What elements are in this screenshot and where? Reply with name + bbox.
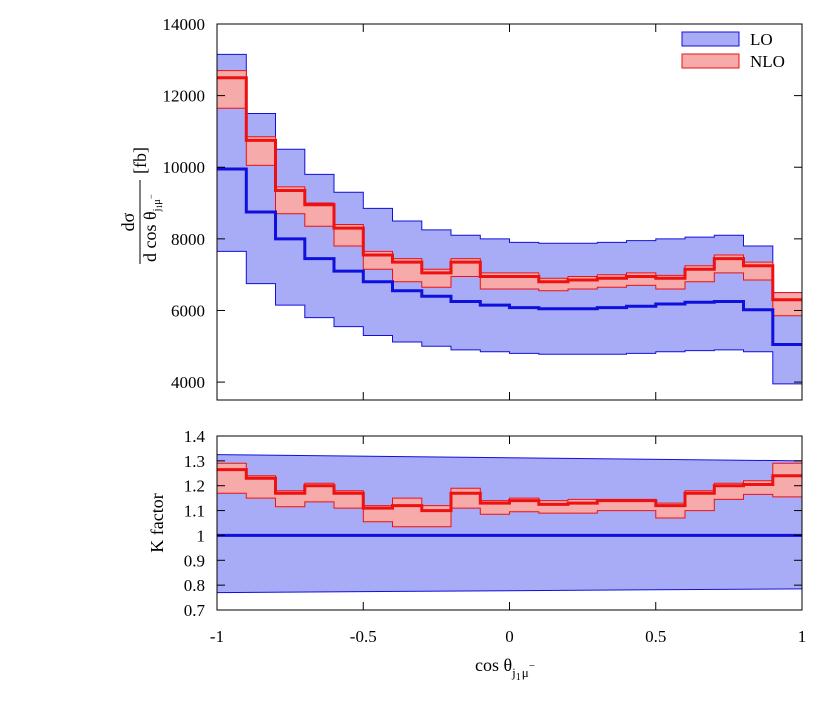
main-ytick-label: 4000 xyxy=(171,373,205,392)
legend-label-nlo: NLO xyxy=(750,52,785,71)
legend: LO NLO xyxy=(681,30,785,71)
xlabel-subscript-1: 1 xyxy=(516,672,521,683)
ratio-ytick-label: 1.4 xyxy=(184,427,206,446)
main-nlo-upper-line xyxy=(217,70,802,294)
ratio-panel: 0.7 0.8 0.9 1 1.1 1.2 1.3 1.4 -1 -0.5 0 0.5 1 xyxy=(184,427,807,646)
main-nlo-lower-line xyxy=(217,107,802,317)
ratio-lo-upper-line xyxy=(216,454,803,462)
xlabel-subscript-mu: μ xyxy=(522,665,529,680)
main-ylabel: dσ d cos θj1μ− [fb] xyxy=(118,147,164,264)
main-panel: 4000 6000 8000 10000 12000 14000 LO NLO xyxy=(163,15,803,401)
main-lo-band xyxy=(217,54,802,384)
ratio-ytick-label: 0.9 xyxy=(184,551,205,570)
ratio-ytick-label: 1.1 xyxy=(184,502,205,521)
ratio-xtick-label: 0 xyxy=(505,627,514,646)
ylabel-den-sup-minus: − xyxy=(146,194,156,199)
ratio-ytick-label: 0.8 xyxy=(184,576,205,595)
ylabel-numerator: dσ xyxy=(118,212,138,231)
ylabel-den-base: d cos θ xyxy=(140,211,160,262)
xlabel-base: cos θ xyxy=(475,655,512,675)
legend-swatch-lo xyxy=(681,31,740,47)
main-lo-central-line xyxy=(217,167,802,346)
ratio-nlo-upper-line xyxy=(217,462,802,507)
xlabel-subscript-j: j xyxy=(511,665,516,680)
main-lo-lower-line xyxy=(217,250,802,385)
ratio-lo-lower-line xyxy=(216,588,803,594)
ratio-ytick-label: 1.3 xyxy=(184,452,205,471)
xlabel-superscript-minus: − xyxy=(529,660,535,672)
ratio-xtick-label: 0.5 xyxy=(645,627,666,646)
ylabel-unit: [fb] xyxy=(130,147,150,174)
legend-swatch-nlo xyxy=(681,53,740,69)
ylabel-denominator: d cos θj1μ− xyxy=(140,194,164,262)
ratio-xtick-label: -0.5 xyxy=(350,627,377,646)
ratio-ylabel: K factor xyxy=(147,493,167,552)
ratio-ytick-label: 0.7 xyxy=(184,601,206,620)
ratio-xlabel: cos θj1μ− xyxy=(475,655,535,683)
ratio-ytick-label: 1.2 xyxy=(184,477,205,496)
ylabel-den-sub-j: j xyxy=(152,209,163,213)
ratio-xtick-label: -1 xyxy=(210,627,224,646)
ratio-ytick-label: 1 xyxy=(197,526,206,545)
ylabel-den-sub-1: 1 xyxy=(155,205,164,209)
main-nlo-central-line xyxy=(217,76,802,302)
main-ytick-label: 14000 xyxy=(163,15,206,34)
ratio-nlo-central-line xyxy=(217,468,802,513)
ylabel-den-sub-mu: μ xyxy=(152,199,163,204)
ratio-lo-band xyxy=(217,454,802,593)
legend-label-lo: LO xyxy=(750,30,773,49)
ratio-nlo-lower-line xyxy=(217,492,802,528)
ratio-xtick-label: 1 xyxy=(798,627,807,646)
main-ytick-label: 6000 xyxy=(171,301,205,320)
main-lo-upper-line xyxy=(217,53,802,294)
main-ytick-label: 8000 xyxy=(171,230,205,249)
main-ytick-label: 12000 xyxy=(163,87,206,106)
main-ytick-label: 10000 xyxy=(163,158,206,177)
